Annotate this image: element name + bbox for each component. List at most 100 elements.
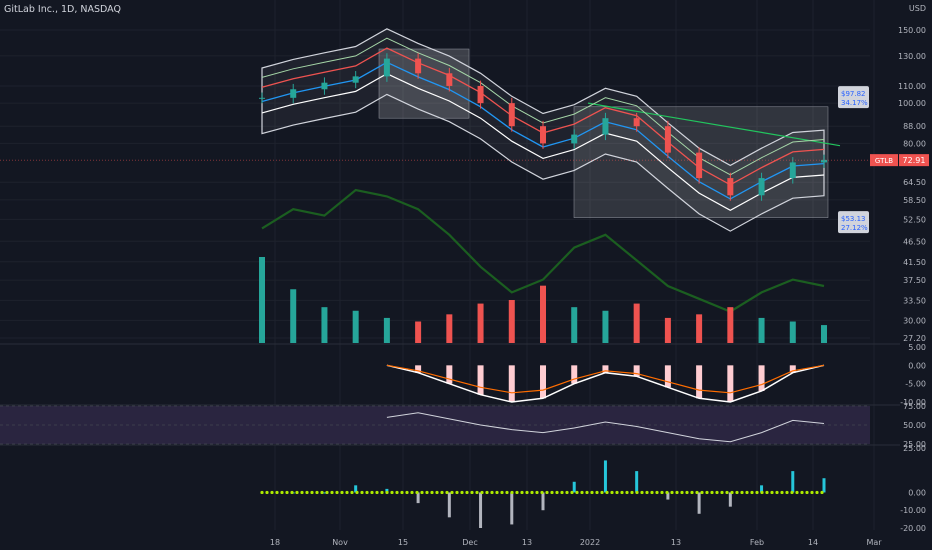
zero-dot xyxy=(735,490,739,495)
zero-dot xyxy=(740,490,744,495)
currency-label: USD xyxy=(909,4,926,13)
price-axis-tick: 33.50 xyxy=(903,296,926,305)
zero-dot xyxy=(810,490,814,495)
candle-body xyxy=(446,73,453,86)
zero-dot xyxy=(665,490,669,495)
momentum-bar xyxy=(822,478,826,493)
x-axis-tick: Mar xyxy=(866,538,882,547)
volume-bar xyxy=(758,317,765,343)
candle-body xyxy=(758,178,765,196)
zero-dot xyxy=(635,490,639,495)
zero-dot xyxy=(770,490,774,495)
zero-dot xyxy=(820,490,824,495)
volume-bar xyxy=(789,321,796,343)
macd-line xyxy=(386,364,825,403)
zero-dot xyxy=(415,490,419,495)
zero-dot xyxy=(290,490,294,495)
zero-dot xyxy=(440,490,444,495)
zero-dot xyxy=(765,490,769,495)
zero-dot xyxy=(410,490,414,495)
candle-body xyxy=(696,152,703,179)
zero-dot xyxy=(640,490,644,495)
zero-dot xyxy=(385,490,389,495)
zero-dot xyxy=(690,490,694,495)
momentum-axis-tick: -20.00 xyxy=(900,524,926,533)
price-axis-tick: 64.50 xyxy=(903,178,926,187)
zero-dot xyxy=(800,490,804,495)
candle-body xyxy=(259,97,265,99)
zero-dot xyxy=(425,490,429,495)
volume-bar xyxy=(727,307,734,343)
zero-dot xyxy=(630,490,634,495)
macd-hist-bar xyxy=(477,365,484,395)
candle-body xyxy=(540,126,546,144)
candle-body xyxy=(727,178,734,196)
zero-dot xyxy=(495,490,499,495)
zero-dot xyxy=(515,490,519,495)
volume-bar xyxy=(602,310,609,343)
zero-dot xyxy=(430,490,434,495)
macd-hist-bar xyxy=(415,365,422,373)
candle-body xyxy=(383,58,390,77)
momentum-bar xyxy=(541,492,545,511)
zero-dot xyxy=(750,490,754,495)
zero-dot xyxy=(550,490,554,495)
zero-dot xyxy=(560,490,564,495)
candle-body xyxy=(633,118,640,127)
price-axis-tick: 150.00 xyxy=(898,26,926,35)
candle-body xyxy=(571,134,578,144)
momentum-axis-tick: -10.00 xyxy=(900,506,926,515)
zero-dot xyxy=(565,490,569,495)
volume-bar xyxy=(321,307,328,343)
zero-dot xyxy=(545,490,549,495)
zero-dot xyxy=(575,490,579,495)
x-axis-tick: Nov xyxy=(332,538,348,547)
volume-bar xyxy=(633,303,640,343)
zero-dot xyxy=(615,490,619,495)
zero-dot xyxy=(350,490,354,495)
momentum-axis-tick: 25.00 xyxy=(903,444,926,453)
price-axis-tick: 41.50 xyxy=(903,258,926,267)
candle-body xyxy=(321,82,328,90)
zero-dot xyxy=(605,490,609,495)
zero-dot xyxy=(465,490,469,495)
zero-dot xyxy=(340,490,344,495)
momentum-bar xyxy=(479,492,483,528)
zero-dot xyxy=(490,490,494,495)
zero-dot xyxy=(660,490,664,495)
volume-bar xyxy=(415,321,422,343)
zero-dot xyxy=(390,490,394,495)
candle-body xyxy=(602,118,609,135)
zero-dot xyxy=(365,490,369,495)
zero-dot xyxy=(700,490,704,495)
zero-dot xyxy=(510,490,514,495)
candle-body xyxy=(664,126,671,153)
price-axis-tick: 46.50 xyxy=(903,237,926,246)
range-annotation-box xyxy=(838,211,869,234)
momentum-bar xyxy=(760,485,764,493)
momentum-bar xyxy=(603,460,607,493)
zero-dot xyxy=(620,490,624,495)
volume-bar xyxy=(508,300,515,343)
zero-dot xyxy=(530,490,534,495)
zero-dot xyxy=(805,490,809,495)
momentum-axis-tick: 0.00 xyxy=(908,488,926,497)
zero-dot xyxy=(400,490,404,495)
momentum-bar xyxy=(322,492,326,494)
macd-hist-bar xyxy=(540,365,546,399)
zero-dot xyxy=(710,490,714,495)
volume-bar xyxy=(290,289,297,343)
zero-dot xyxy=(570,490,574,495)
zero-dot xyxy=(535,490,539,495)
price-axis-tick: 80.00 xyxy=(903,139,926,148)
momentum-bar xyxy=(510,492,514,525)
price-axis-tick: 110.00 xyxy=(898,82,926,91)
price-axis-tick: 37.50 xyxy=(903,276,926,285)
candle-body xyxy=(290,89,297,98)
momentum-bar xyxy=(666,492,670,500)
zero-dot xyxy=(380,490,384,495)
rsi-axis-tick: 25.00 xyxy=(903,440,926,449)
momentum-bar xyxy=(728,492,732,507)
zero-dot xyxy=(455,490,459,495)
